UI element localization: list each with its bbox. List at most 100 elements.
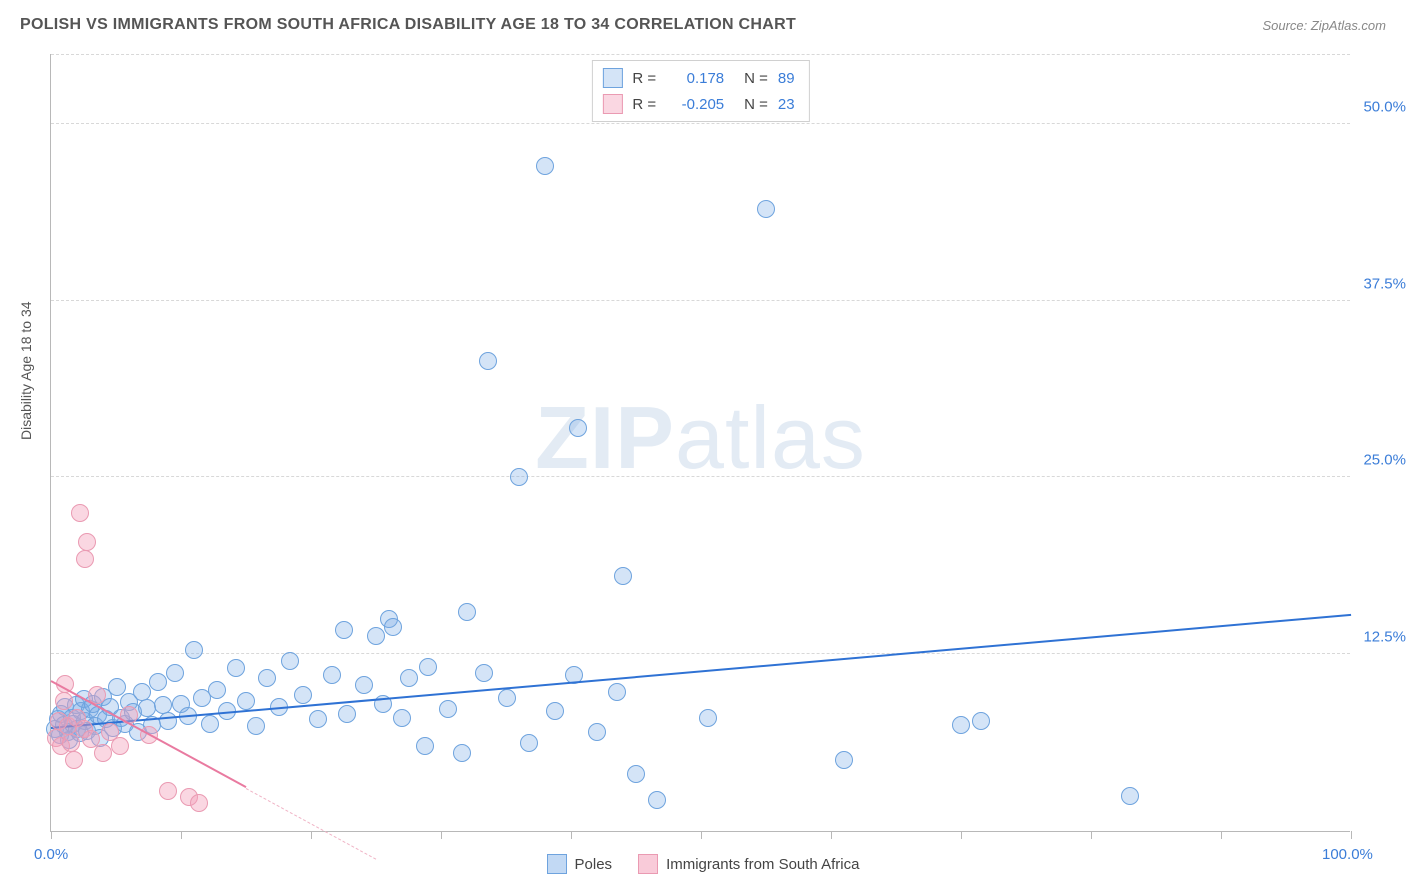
data-point-poles xyxy=(648,791,666,809)
data-point-sa xyxy=(76,550,94,568)
data-point-poles xyxy=(757,200,775,218)
y-tick-label: 50.0% xyxy=(1363,98,1406,115)
legend-label: Immigrants from South Africa xyxy=(666,856,859,873)
series-legend: Poles Immigrants from South Africa xyxy=(0,842,1406,886)
x-tick xyxy=(311,831,312,839)
data-point-poles xyxy=(355,676,373,694)
data-point-sa xyxy=(159,782,177,800)
data-point-sa xyxy=(55,692,73,710)
legend-swatch xyxy=(638,854,658,874)
legend-item: Immigrants from South Africa xyxy=(638,842,859,886)
data-point-poles xyxy=(498,689,516,707)
data-point-poles xyxy=(367,627,385,645)
x-tick xyxy=(1221,831,1222,839)
data-point-poles xyxy=(608,683,626,701)
source-label: Source: ZipAtlas.com xyxy=(1262,18,1386,33)
data-point-poles xyxy=(258,669,276,687)
x-tick xyxy=(571,831,572,839)
data-point-poles xyxy=(475,664,493,682)
data-point-poles xyxy=(458,603,476,621)
gridline xyxy=(51,54,1350,55)
legend-row-sa: R = -0.205 N = 23 xyxy=(602,91,794,117)
data-point-poles xyxy=(1121,787,1139,805)
data-point-poles xyxy=(247,717,265,735)
r-value: 0.178 xyxy=(666,70,724,87)
r-label: R = xyxy=(632,96,656,113)
data-point-poles xyxy=(294,686,312,704)
data-point-poles xyxy=(201,715,219,733)
gridline xyxy=(51,653,1350,654)
n-label: N = xyxy=(744,96,768,113)
data-point-poles xyxy=(159,712,177,730)
data-point-sa xyxy=(71,504,89,522)
data-point-sa xyxy=(78,533,96,551)
data-point-poles xyxy=(972,712,990,730)
data-point-poles xyxy=(614,567,632,585)
data-point-poles xyxy=(208,681,226,699)
data-point-sa xyxy=(111,737,129,755)
data-point-poles xyxy=(439,700,457,718)
data-point-poles xyxy=(323,666,341,684)
gridline xyxy=(51,476,1350,477)
data-point-poles xyxy=(227,659,245,677)
gridline xyxy=(51,123,1350,124)
r-value: -0.205 xyxy=(666,96,724,113)
x-tick xyxy=(181,831,182,839)
x-tick xyxy=(441,831,442,839)
x-tick xyxy=(1351,831,1352,839)
x-tick xyxy=(1091,831,1092,839)
legend-item: Poles xyxy=(547,842,613,886)
data-point-sa xyxy=(65,751,83,769)
gridline xyxy=(51,300,1350,301)
data-point-poles xyxy=(185,641,203,659)
data-point-poles xyxy=(400,669,418,687)
data-point-poles xyxy=(546,702,564,720)
data-point-poles xyxy=(536,157,554,175)
x-axis-max-label: 100.0% xyxy=(1322,846,1373,863)
data-point-poles xyxy=(569,419,587,437)
n-label: N = xyxy=(744,70,768,87)
legend-row-poles: R =0.178N =89 xyxy=(602,65,794,91)
chart-title: POLISH VS IMMIGRANTS FROM SOUTH AFRICA D… xyxy=(20,16,796,34)
y-tick-label: 12.5% xyxy=(1363,629,1406,646)
n-value: 89 xyxy=(778,70,795,87)
data-point-poles xyxy=(453,744,471,762)
n-value: 23 xyxy=(778,96,795,113)
data-point-poles xyxy=(108,678,126,696)
data-point-poles xyxy=(309,710,327,728)
scatter-plot: ZIPatlas R =0.178N =89R =-0.205N =23 12.… xyxy=(50,54,1350,832)
x-tick xyxy=(701,831,702,839)
data-point-poles xyxy=(281,652,299,670)
legend-label: Poles xyxy=(575,856,613,873)
data-point-poles xyxy=(835,751,853,769)
y-axis-title: Disability Age 18 to 34 xyxy=(18,301,34,440)
data-point-poles xyxy=(952,716,970,734)
data-point-poles xyxy=(510,468,528,486)
data-point-sa xyxy=(94,744,112,762)
data-point-sa xyxy=(62,734,80,752)
legend-swatch xyxy=(602,68,622,88)
legend-swatch xyxy=(547,854,567,874)
data-point-poles xyxy=(588,723,606,741)
watermark: ZIPatlas xyxy=(535,386,866,488)
x-tick xyxy=(51,831,52,839)
data-point-poles xyxy=(416,737,434,755)
correlation-legend: R = 0.178 N = 89 R = -0.205 N = 23 xyxy=(591,60,809,122)
y-tick-label: 25.0% xyxy=(1363,452,1406,469)
data-point-poles xyxy=(384,618,402,636)
data-point-poles xyxy=(520,734,538,752)
x-axis-min-label: 0.0% xyxy=(34,846,68,863)
data-point-sa xyxy=(190,794,208,812)
x-tick xyxy=(961,831,962,839)
data-point-poles xyxy=(149,673,167,691)
x-tick xyxy=(831,831,832,839)
data-point-poles xyxy=(166,664,184,682)
data-point-poles xyxy=(335,621,353,639)
data-point-poles xyxy=(479,352,497,370)
data-point-poles xyxy=(699,709,717,727)
y-tick-label: 37.5% xyxy=(1363,275,1406,292)
legend-swatch xyxy=(602,94,622,114)
data-point-poles xyxy=(338,705,356,723)
data-point-poles xyxy=(627,765,645,783)
data-point-poles xyxy=(393,709,411,727)
